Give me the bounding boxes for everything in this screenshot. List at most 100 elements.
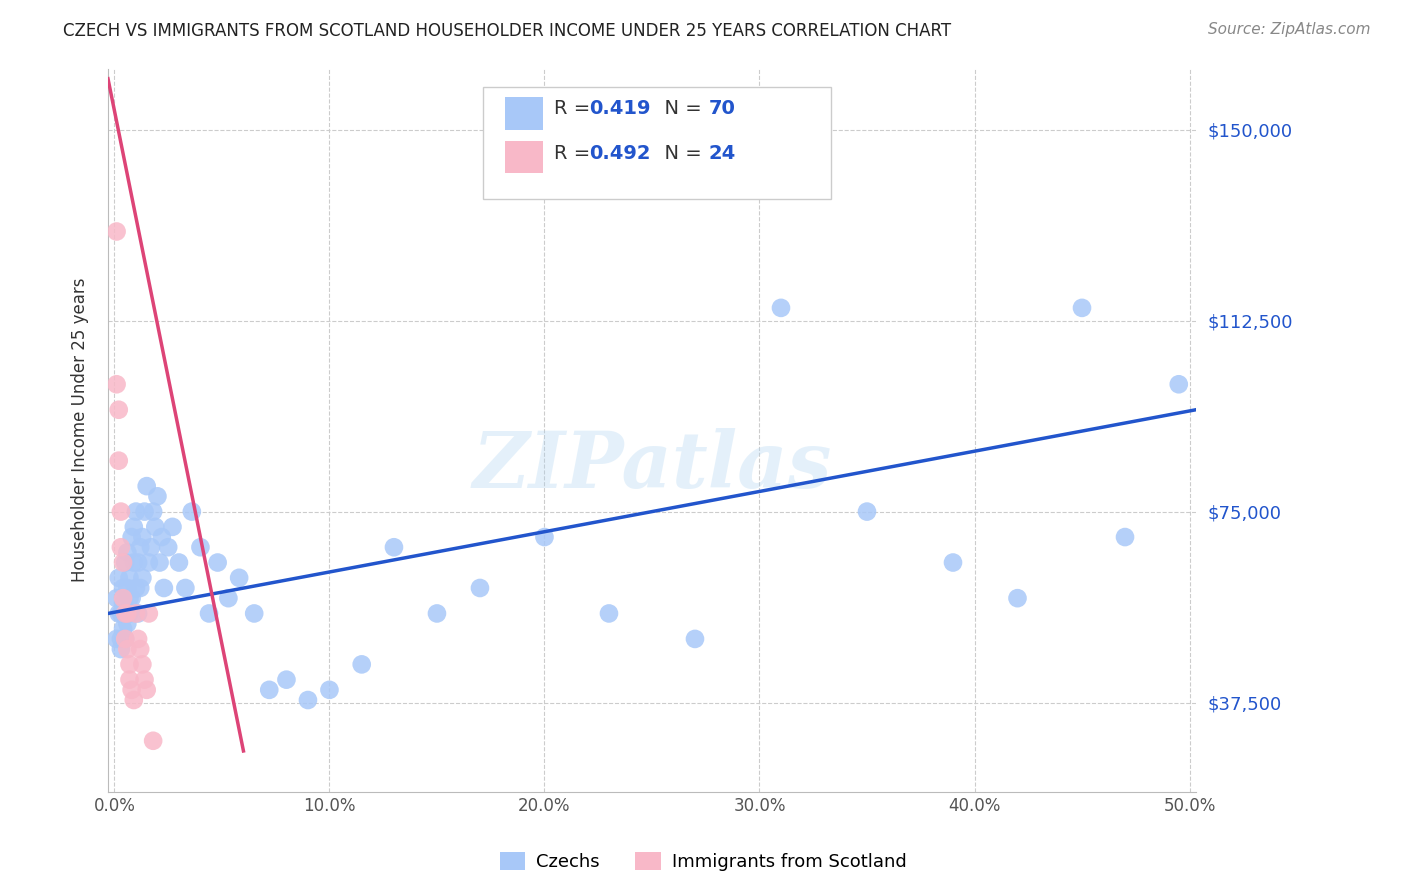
Point [112, 556, 135, 570]
Point [142, 733, 165, 747]
Point [135, 682, 157, 697]
Point [127, 607, 149, 621]
Point [468, 581, 491, 595]
Point [142, 505, 165, 519]
Point [297, 693, 319, 707]
Legend: Czechs, Immigrants from Scotland: Czechs, Immigrants from Scotland [492, 845, 914, 879]
Point [105, 632, 128, 646]
Point [110, 642, 132, 657]
Point [122, 556, 145, 570]
Point [114, 632, 136, 646]
Point [146, 489, 169, 503]
Point [149, 556, 172, 570]
Point [105, 377, 128, 392]
Point [105, 591, 128, 606]
Point [125, 607, 148, 621]
Point [131, 571, 153, 585]
Point [112, 622, 135, 636]
Point [134, 505, 156, 519]
Point [118, 673, 141, 687]
Point [129, 642, 152, 657]
Point [118, 657, 141, 672]
Point [217, 591, 239, 606]
Point [139, 541, 162, 555]
Point [107, 607, 129, 621]
Point [122, 693, 145, 707]
Point [125, 581, 148, 595]
Point [110, 632, 132, 646]
Point [243, 607, 266, 621]
Point [1007, 591, 1029, 606]
Point [683, 632, 706, 646]
Point [138, 556, 160, 570]
Point [1071, 301, 1094, 315]
Point [110, 505, 132, 519]
Point [157, 541, 180, 555]
Point [131, 657, 153, 672]
Text: N =: N = [652, 145, 709, 163]
Point [125, 505, 148, 519]
Point [207, 556, 229, 570]
FancyBboxPatch shape [484, 87, 831, 199]
Point [942, 556, 965, 570]
Y-axis label: Householder Income Under 25 years: Householder Income Under 25 years [72, 278, 89, 582]
Point [110, 607, 132, 621]
Point [127, 556, 149, 570]
Point [114, 607, 136, 621]
Text: CZECH VS IMMIGRANTS FROM SCOTLAND HOUSEHOLDER INCOME UNDER 25 YEARS CORRELATION : CZECH VS IMMIGRANTS FROM SCOTLAND HOUSEH… [63, 22, 952, 40]
Point [105, 225, 128, 239]
Point [129, 541, 152, 555]
Bar [505, 141, 543, 173]
Point [121, 591, 143, 606]
Point [856, 505, 879, 519]
Point [117, 642, 139, 657]
Point [426, 607, 449, 621]
Text: R =: R = [554, 99, 596, 118]
Text: N =: N = [652, 99, 709, 118]
Point [131, 530, 153, 544]
Point [114, 632, 136, 646]
Point [134, 673, 156, 687]
Point [117, 616, 139, 631]
Point [190, 541, 212, 555]
Point [107, 402, 129, 417]
Point [121, 530, 143, 544]
Text: ZIPatlas: ZIPatlas [472, 428, 832, 505]
Point [121, 682, 143, 697]
Point [598, 607, 620, 621]
Point [350, 657, 373, 672]
Point [198, 607, 221, 621]
Point [112, 596, 135, 610]
Text: 24: 24 [709, 145, 735, 163]
Point [107, 453, 129, 467]
Point [769, 301, 792, 315]
Point [174, 581, 197, 595]
Point [117, 545, 139, 559]
Point [228, 571, 250, 585]
Point [180, 505, 202, 519]
Point [122, 520, 145, 534]
Point [114, 556, 136, 570]
Point [107, 571, 129, 585]
Point [162, 520, 184, 534]
Point [112, 581, 135, 595]
Point [167, 556, 190, 570]
Point [118, 607, 141, 621]
Point [276, 673, 298, 687]
Point [118, 571, 141, 585]
Point [127, 632, 149, 646]
Point [117, 581, 139, 595]
Point [114, 607, 136, 621]
Text: 0.492: 0.492 [589, 145, 651, 163]
Text: 70: 70 [709, 99, 735, 118]
Text: Source: ZipAtlas.com: Source: ZipAtlas.com [1208, 22, 1371, 37]
Bar [505, 97, 543, 130]
Point [153, 581, 176, 595]
Point [1167, 377, 1189, 392]
Text: R =: R = [554, 145, 596, 163]
Point [118, 591, 141, 606]
Point [110, 541, 132, 555]
Point [143, 520, 166, 534]
Point [259, 682, 281, 697]
Point [1114, 530, 1136, 544]
